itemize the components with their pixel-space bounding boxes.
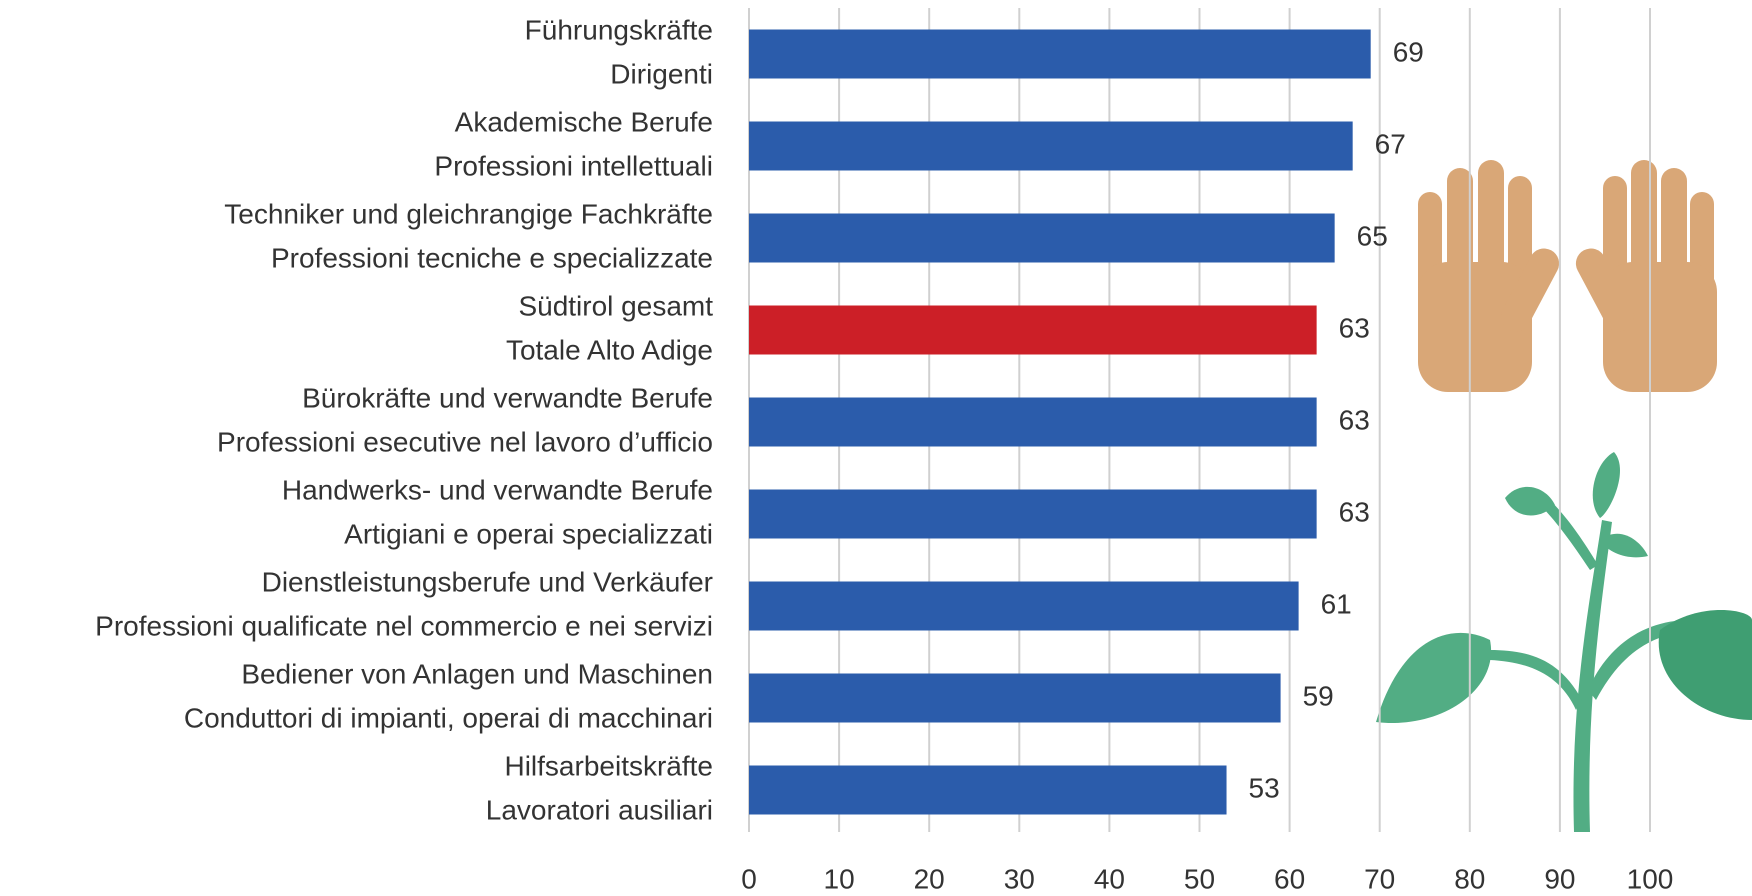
category-label: Dirigenti (610, 58, 713, 89)
x-tick-label: 40 (1094, 863, 1125, 894)
x-tick-label: 60 (1274, 863, 1305, 894)
category-label: Führungskräfte (525, 14, 713, 45)
x-tick-label: 10 (824, 863, 855, 894)
category-label: Bürokräfte und verwandte Berufe (302, 382, 713, 413)
value-label: 65 (1357, 220, 1388, 251)
value-label: 69 (1393, 36, 1424, 67)
x-tick-label: 90 (1544, 863, 1575, 894)
category-label: Techniker und gleichrangige Fachkräfte (224, 198, 713, 229)
hands-illustration (1418, 160, 1717, 392)
bar (749, 306, 1317, 355)
bar (749, 674, 1281, 723)
bar (749, 214, 1335, 263)
bar (749, 398, 1317, 447)
x-tick-label: 80 (1454, 863, 1485, 894)
x-tick-label: 70 (1364, 863, 1395, 894)
category-label: Dienstleistungsberufe und Verkäufer (262, 566, 713, 597)
category-label: Artigiani e operai specializzati (344, 518, 713, 549)
category-label: Hilfsarbeitskräfte (504, 750, 713, 781)
category-label: Professioni esecutive nel lavoro d’uffic… (217, 426, 713, 457)
plot-area: 0 10 20 30 40 50 60 70 80 90 100 Führungskräfte Diri… (95, 8, 1673, 894)
x-tick-label: 50 (1184, 863, 1215, 894)
bar (749, 490, 1317, 539)
x-tick-label: 30 (1004, 863, 1035, 894)
bar (749, 766, 1227, 815)
bar (749, 582, 1299, 631)
value-label: 63 (1339, 496, 1370, 527)
category-label: Akademische Berufe (455, 106, 713, 137)
value-label: 53 (1249, 772, 1280, 803)
category-label: Totale Alto Adige (506, 334, 713, 365)
category-label: Bediener von Anlagen und Maschinen (241, 658, 713, 689)
chart: 0 10 20 30 40 50 60 70 80 90 100 Führungskräfte Diri… (0, 0, 1752, 896)
value-label: 67 (1375, 128, 1406, 159)
category-label: Lavoratori ausiliari (486, 794, 713, 825)
bar (749, 122, 1353, 171)
x-tick-label: 20 (914, 863, 945, 894)
value-label: 63 (1339, 312, 1370, 343)
x-tick-label: 0 (741, 863, 757, 894)
value-label: 63 (1339, 404, 1370, 435)
x-tick-label: 100 (1627, 863, 1674, 894)
value-label: 61 (1321, 588, 1352, 619)
category-label: Conduttori di impianti, operai di macchi… (184, 702, 713, 733)
category-label: Professioni tecniche e specializzate (271, 242, 713, 273)
category-label: Professioni qualificate nel commercio e … (95, 610, 713, 641)
category-label: Südtirol gesamt (518, 290, 713, 321)
value-label: 59 (1303, 680, 1334, 711)
category-label: Professioni intellettuali (434, 150, 713, 181)
plant-illustration (1376, 452, 1752, 832)
category-label: Handwerks- und verwandte Berufe (282, 474, 713, 505)
bar (749, 30, 1371, 79)
